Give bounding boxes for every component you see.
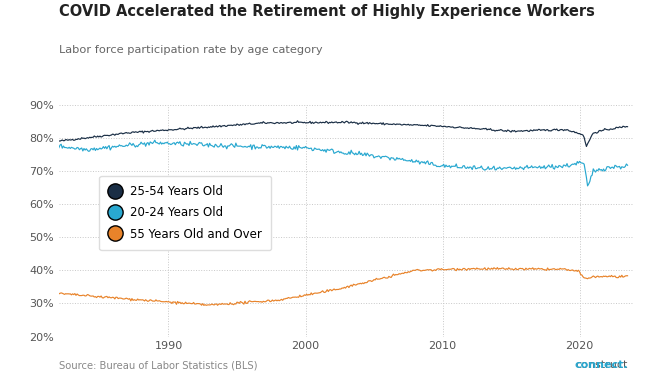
Text: Labor force participation rate by age category: Labor force participation rate by age ca… bbox=[59, 45, 322, 55]
Text: Source: Bureau of Labor Statistics (BLS): Source: Bureau of Labor Statistics (BLS) bbox=[59, 360, 258, 370]
Legend: 25-54 Years Old, 20-24 Years Old, 55 Years Old and Over: 25-54 Years Old, 20-24 Years Old, 55 Yea… bbox=[99, 175, 271, 250]
Text: construct: construct bbox=[576, 360, 628, 370]
Text: COVID Accelerated the Retirement of Highly Experience Workers: COVID Accelerated the Retirement of High… bbox=[59, 4, 594, 19]
Text: connect.: connect. bbox=[574, 360, 628, 370]
